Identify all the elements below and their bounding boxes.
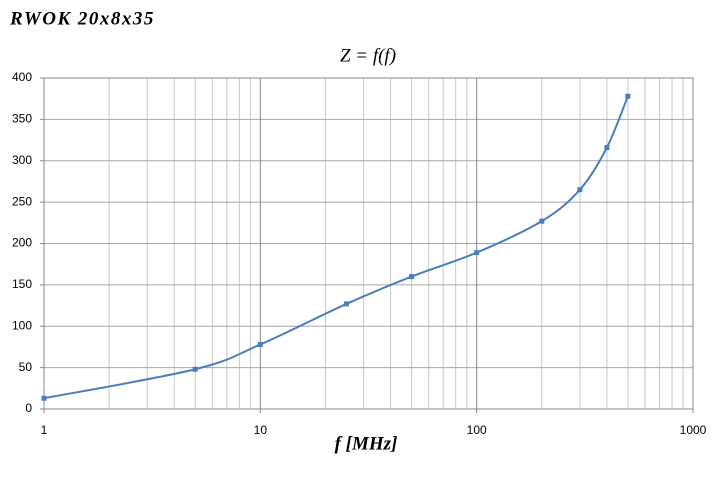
y-tick-label: 100 <box>12 318 32 332</box>
series-line <box>43 95 629 400</box>
y-tick-label: 200 <box>12 236 32 250</box>
data-point <box>625 93 631 99</box>
x-tick-label: 10 <box>254 423 268 437</box>
data-point <box>577 187 583 193</box>
data-point <box>604 145 610 151</box>
y-tick-label: 300 <box>12 153 32 167</box>
plot-border <box>43 77 694 410</box>
y-tick-label: 0 <box>25 401 32 415</box>
data-point <box>474 250 480 256</box>
y-tick-label: 150 <box>12 277 32 291</box>
page-title: RWOK 20x8x35 <box>9 8 155 29</box>
x-tick-label: 1000 <box>680 423 707 437</box>
y-tick-label: 50 <box>19 360 33 374</box>
x-tick-label: 1 <box>41 423 48 437</box>
data-point <box>409 274 415 280</box>
y-tick-label: 250 <box>12 194 32 208</box>
data-point <box>343 301 349 307</box>
x-tick-label: 100 <box>467 423 487 437</box>
data-point <box>41 395 47 401</box>
y-tick-label: 350 <box>12 112 32 126</box>
chart-title: Z = f(f) <box>340 45 396 66</box>
data-point <box>539 218 545 224</box>
x-axis-label: f [MHz] <box>335 433 398 454</box>
y-tick-label: 400 <box>12 70 32 84</box>
data-point <box>257 341 263 347</box>
data-point <box>192 366 198 372</box>
